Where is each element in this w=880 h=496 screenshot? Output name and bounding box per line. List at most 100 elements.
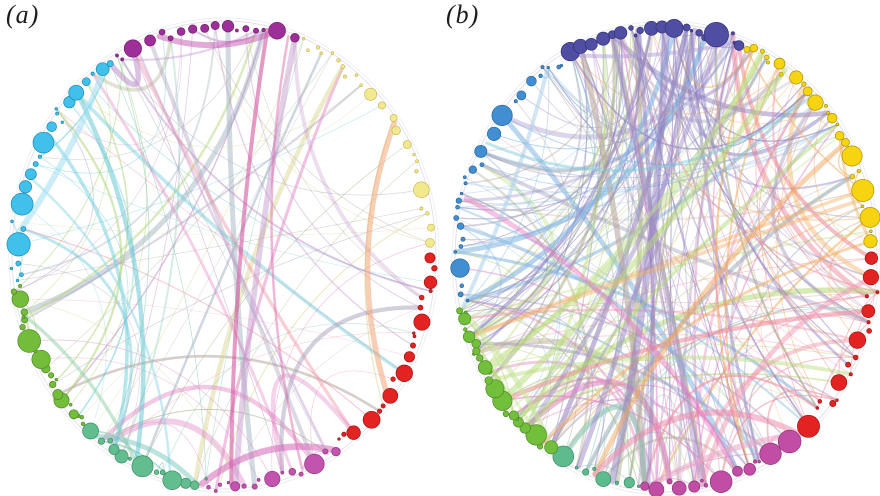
network-edge	[732, 32, 870, 323]
network-node-orchid	[703, 483, 709, 488]
network-edge	[459, 50, 582, 228]
network-node-red	[866, 328, 872, 334]
network-node-sea-green	[614, 480, 619, 485]
network-node-green	[31, 349, 51, 369]
network-node-pale-yellow	[301, 37, 306, 41]
network-node-pale-yellow	[343, 74, 347, 79]
network-edge	[494, 33, 620, 390]
network-node-pale-yellow	[415, 159, 419, 164]
network-edge	[467, 34, 717, 301]
network-edge	[517, 376, 818, 423]
network-node-sea-green	[107, 437, 114, 444]
network-node-indigo	[628, 25, 634, 31]
network-edge	[673, 27, 869, 312]
network-node-indigo	[731, 31, 735, 36]
network-node-orchid	[759, 442, 782, 465]
outer-ring	[8, 17, 440, 493]
network-edge	[204, 27, 431, 244]
network-node-orchid	[640, 481, 650, 491]
network-node-orchid	[251, 483, 258, 490]
network-node-blue	[456, 222, 465, 230]
network-edge	[35, 31, 166, 174]
network-edge	[20, 24, 217, 276]
network-edge	[593, 73, 782, 470]
network-edge	[60, 29, 265, 402]
outer-ring	[11, 20, 437, 490]
network-node-blue	[463, 181, 468, 186]
network-node-cyan	[10, 219, 14, 224]
network-edge	[454, 251, 519, 338]
network-node-orchid	[280, 470, 284, 475]
network-node-sea-green	[97, 437, 105, 445]
network-node-purple	[188, 24, 198, 34]
network-edge	[819, 216, 871, 297]
network-node-orchid	[230, 481, 241, 492]
network-node-orchid	[700, 478, 704, 483]
network-edge	[775, 76, 868, 297]
network-node-purple	[200, 23, 210, 33]
network-node-green	[21, 315, 26, 319]
network-node-cyan	[9, 266, 14, 271]
network-node-indigo	[613, 26, 628, 40]
network-node-gold	[869, 229, 873, 234]
network-edge	[23, 84, 363, 321]
network-node-green	[525, 424, 547, 446]
network-node-cyan	[95, 62, 110, 77]
network-edge	[516, 26, 688, 420]
network-edge	[539, 394, 605, 470]
network-node-gold	[841, 145, 863, 167]
network-node-orchid	[304, 453, 325, 475]
network-node-red	[412, 331, 416, 335]
network-edge	[456, 135, 841, 208]
network-edge	[232, 34, 298, 490]
network-edge	[121, 29, 258, 61]
network-node-red	[829, 400, 837, 407]
network-edge	[547, 51, 590, 113]
network-node-blue	[474, 144, 488, 158]
network-edge	[524, 399, 751, 471]
network-node-sea-green	[204, 477, 208, 481]
network-node-pale-yellow	[315, 45, 321, 50]
network-node-purple	[242, 25, 250, 33]
network-node-blue	[559, 63, 564, 68]
network-edge	[505, 135, 841, 415]
network-node-gold	[835, 122, 840, 127]
network-node-indigo	[703, 21, 729, 48]
network-edge	[463, 308, 859, 342]
network-node-gold	[743, 45, 751, 53]
network-edge	[525, 124, 838, 431]
network-edge	[214, 65, 345, 493]
network-node-blue	[526, 75, 537, 87]
network-edge	[279, 305, 423, 475]
network-node-blue	[457, 291, 464, 298]
network-node-red	[875, 290, 880, 294]
network-edge	[786, 81, 874, 280]
network-node-gold	[749, 43, 759, 53]
network-edge	[271, 242, 431, 480]
network-node-sea-green	[623, 477, 635, 489]
network-edge	[121, 59, 326, 452]
network-node-red	[848, 372, 853, 377]
network-edge	[712, 44, 760, 463]
network-edge	[776, 102, 821, 402]
network-edge	[192, 64, 346, 488]
network-edge	[310, 370, 394, 465]
network-edge	[214, 24, 414, 347]
network-edge	[499, 66, 788, 403]
network-edge	[522, 379, 673, 485]
network-node-orchid	[743, 463, 756, 476]
network-edge	[547, 45, 608, 140]
network-node-gold	[765, 60, 770, 65]
network-edge	[738, 50, 869, 312]
network-edge	[39, 156, 129, 417]
network-node-sea-green	[189, 480, 200, 490]
network-node-green	[49, 380, 57, 389]
network-edge	[525, 33, 722, 432]
network-node-red	[431, 265, 438, 272]
network-node-cyan	[55, 111, 59, 116]
network-node-green	[17, 329, 41, 353]
network-node-green	[11, 290, 29, 308]
network-node-pale-yellow	[402, 140, 412, 149]
network-edge	[132, 48, 283, 473]
network-node-indigo	[682, 23, 691, 32]
